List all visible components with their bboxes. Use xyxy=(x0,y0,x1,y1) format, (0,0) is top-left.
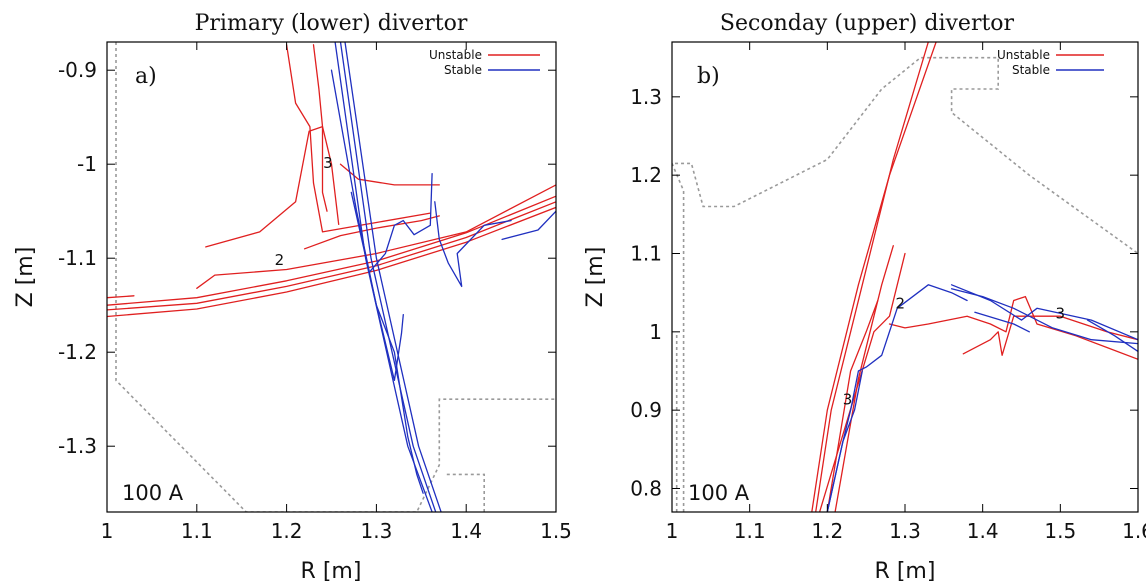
plot-frame xyxy=(671,41,1139,513)
y-tick-label: -1 xyxy=(77,152,97,176)
trace-unstable xyxy=(285,44,431,233)
trace-annotation: 3 xyxy=(1056,305,1066,323)
panel-secondary-divertor: Seconday (upper) divertor 2 3 3 1 1.1 1.2 1.3… xyxy=(583,11,1146,584)
trace-unstable xyxy=(107,195,556,306)
vessel-wall-outline xyxy=(115,42,556,512)
y-tick-label: 0.8 xyxy=(630,477,662,501)
legend-label-unstable: Unstable xyxy=(429,48,482,62)
trace-stable xyxy=(339,42,437,512)
x-tick-label: 1.3 xyxy=(360,519,392,543)
x-tick-label: 1.2 xyxy=(811,519,843,543)
x-tick-label: 1 xyxy=(666,519,679,543)
legend: Unstable Stable xyxy=(429,48,540,77)
current-label: 100 A xyxy=(122,481,184,505)
trace-stable xyxy=(434,201,512,288)
trace-unstable xyxy=(107,206,556,318)
y-tick-label: -1.2 xyxy=(58,340,97,364)
y-axis-label: Z [m] xyxy=(583,247,608,308)
trace-unstable xyxy=(962,315,1138,356)
chart-title: Seconday (upper) divertor xyxy=(720,11,1015,36)
x-tick-label: 1.6 xyxy=(1122,519,1146,543)
legend: Unstable Stable xyxy=(997,48,1104,77)
trace-annotation: 3 xyxy=(843,391,853,409)
panel-label: a) xyxy=(135,64,157,89)
y-axis-label: Z [m] xyxy=(13,247,38,308)
x-tick-label: 1.1 xyxy=(734,519,766,543)
trace-stable xyxy=(826,284,968,512)
x-tick-label: 1.5 xyxy=(1044,519,1076,543)
panel-label: b) xyxy=(697,64,720,89)
trace-stable xyxy=(344,42,442,512)
trace-unstable xyxy=(205,125,340,248)
trace-unstable xyxy=(826,299,879,512)
x-axis-label: R [m] xyxy=(875,559,936,584)
trace-stable xyxy=(334,42,433,512)
vessel-wall-outline xyxy=(443,473,486,512)
y-tick-label: 1.1 xyxy=(630,242,662,266)
plot-frame xyxy=(106,41,557,513)
trace-unstable xyxy=(107,201,556,311)
trace-stable xyxy=(950,284,1138,341)
x-tick-label: 1 xyxy=(101,519,114,543)
trace-unstable xyxy=(818,252,906,512)
trace-stable xyxy=(330,69,404,382)
trace-unstable xyxy=(888,295,1138,360)
panel-primary-divertor: Primary (lower) divertor 3 2 1 1.1 1.2 1.3 1.… xyxy=(13,11,572,584)
x-tick-label: 1.4 xyxy=(967,519,999,543)
y-tick-label: 0.9 xyxy=(630,398,662,422)
y-tick-label: -1.3 xyxy=(58,434,97,458)
trace-unstable xyxy=(303,215,440,250)
trace-annotation: 2 xyxy=(896,294,906,312)
legend-label-unstable: Unstable xyxy=(997,48,1050,62)
vessel-wall-outline xyxy=(672,56,1138,512)
x-tick-label: 1.5 xyxy=(540,519,572,543)
trace-stable xyxy=(501,210,556,241)
legend-label-stable: Stable xyxy=(444,63,482,77)
y-tick-label: -1.1 xyxy=(58,246,97,270)
y-tick-label: 1 xyxy=(649,320,662,344)
y-tick-label: 1.2 xyxy=(630,163,662,187)
trace-unstable xyxy=(196,184,556,289)
trace-stable xyxy=(974,311,1030,333)
trace-stable xyxy=(368,172,433,273)
chart-title: Primary (lower) divertor xyxy=(195,11,468,36)
current-label: 100 A xyxy=(688,481,750,505)
legend-label-stable: Stable xyxy=(1012,63,1050,77)
x-tick-label: 1.2 xyxy=(271,519,303,543)
trace-unstable xyxy=(815,42,929,512)
x-axis-label: R [m] xyxy=(301,559,362,584)
trace-annotation: 2 xyxy=(275,251,285,269)
trace-stable xyxy=(350,191,424,494)
y-tick-label: 1.3 xyxy=(630,85,662,109)
x-tick-label: 1.3 xyxy=(889,519,921,543)
trace-stable xyxy=(1086,319,1138,353)
trace-annotation: 3 xyxy=(323,154,333,172)
x-tick-label: 1.4 xyxy=(450,519,482,543)
trace-unstable xyxy=(107,295,135,299)
y-tick-label: -0.9 xyxy=(58,58,97,82)
trace-unstable xyxy=(834,245,894,512)
x-tick-label: 1.1 xyxy=(181,519,213,543)
trace-stable xyxy=(826,370,863,512)
trace-unstable xyxy=(811,42,937,512)
